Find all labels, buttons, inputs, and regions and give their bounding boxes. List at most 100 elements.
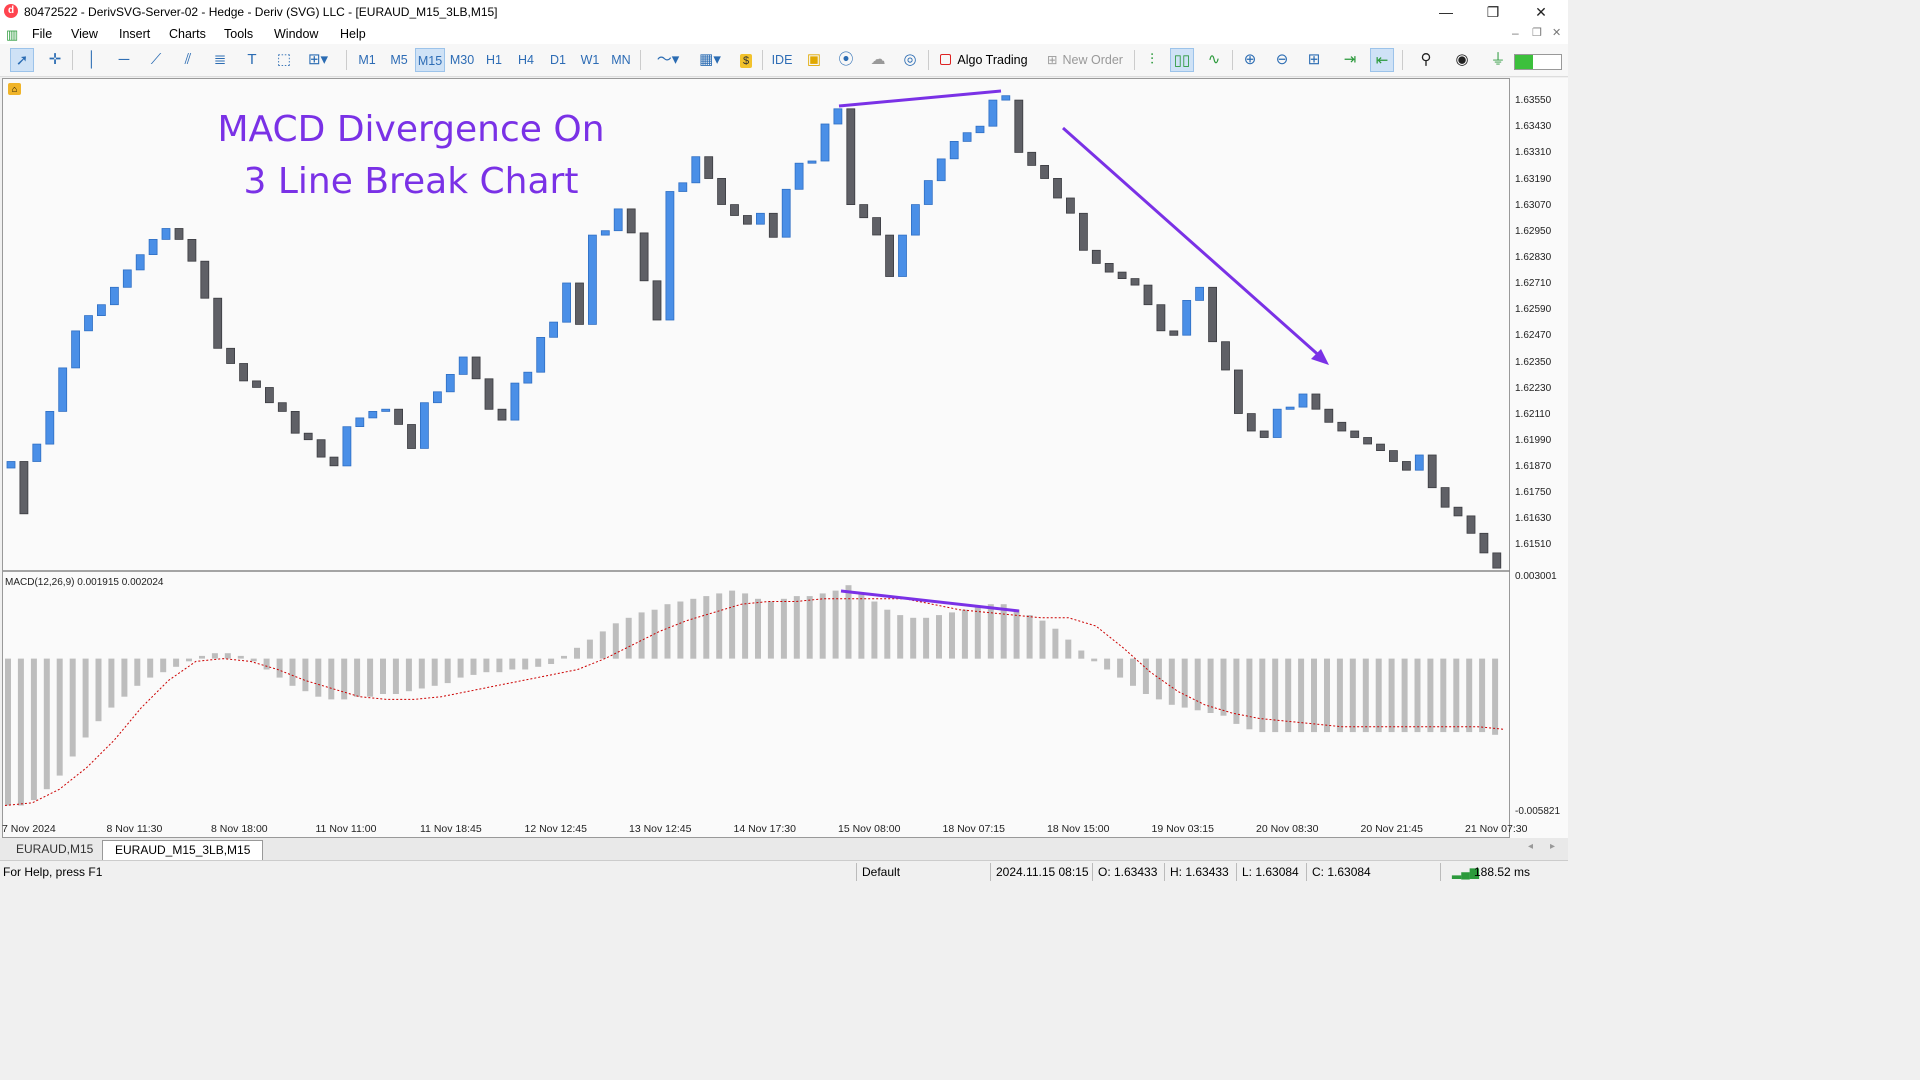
macd-histogram-bar xyxy=(1311,658,1317,733)
fibonacci-icon[interactable]: ≣ xyxy=(213,51,227,68)
macd-histogram-bar xyxy=(380,658,386,694)
macd-histogram-bar xyxy=(703,596,710,659)
minimize-button[interactable]: — xyxy=(1439,4,1453,20)
macd-histogram-bar xyxy=(1091,658,1098,662)
search-icon[interactable]: ⚲ xyxy=(1420,51,1432,68)
macd-histogram-bar xyxy=(1349,658,1356,733)
signals-icon[interactable]: ⦿ xyxy=(838,51,854,68)
tf-m15[interactable]: M15 xyxy=(415,48,445,72)
account-icon[interactable]: ◉ xyxy=(1455,51,1469,68)
indicators-icon[interactable]: 〜▾ xyxy=(656,51,680,68)
menu-tools[interactable]: Tools xyxy=(224,27,254,41)
tab-euraud-3lb-m15[interactable]: EURAUD_M15_3LB,M15 xyxy=(102,840,264,860)
macd-histogram-bar xyxy=(56,658,63,776)
up-brick xyxy=(936,158,946,182)
menu-view[interactable]: View xyxy=(71,27,98,41)
up-brick xyxy=(1001,95,1011,101)
macd-histogram-bar xyxy=(431,658,438,686)
tf-w1[interactable]: W1 xyxy=(580,53,600,67)
down-brick xyxy=(626,208,636,234)
down-brick xyxy=(1350,430,1360,438)
macd-histogram-bar xyxy=(1298,658,1305,733)
price-divergence-line[interactable] xyxy=(838,89,1002,108)
line-chart-icon[interactable]: ∿ xyxy=(1207,51,1221,68)
mdi-restore-icon[interactable]: ❐ xyxy=(1532,27,1542,39)
tab-euraud-m15[interactable]: EURAUD,M15 xyxy=(16,842,94,856)
down-brick xyxy=(1311,393,1321,410)
menu-help[interactable]: Help xyxy=(340,27,366,41)
chart-window[interactable]: MACD Divergence On 3 Line Break Chart MA… xyxy=(2,78,1511,839)
close-button[interactable]: ✕ xyxy=(1535,4,1547,20)
status-profile[interactable]: Default xyxy=(862,865,901,879)
autoscroll-icon[interactable]: ⇥ xyxy=(1343,51,1357,68)
tf-m5[interactable]: M5 xyxy=(390,53,408,67)
cloud-icon[interactable]: ☁ xyxy=(870,51,886,68)
zoom-out-icon[interactable]: ⊖ xyxy=(1275,51,1289,68)
macd-histogram-bar xyxy=(858,593,865,659)
down-brick xyxy=(1246,413,1256,432)
new-order-button[interactable]: ⊞ New Order xyxy=(1040,48,1130,72)
bar-chart-icon[interactable]: ⫶ xyxy=(1150,51,1154,68)
up-brick xyxy=(911,204,920,236)
macd-histogram-bar xyxy=(43,658,50,790)
mdi-close-icon[interactable]: ✕ xyxy=(1552,27,1562,39)
ping-bars-icon: ▂▄▆ xyxy=(1452,865,1479,879)
algo-trading-button[interactable]: Algo Trading xyxy=(936,48,1032,72)
expert-hat-icon[interactable]: ⌂ xyxy=(8,83,21,95)
macd-histogram-bar xyxy=(1375,658,1382,733)
menu-window[interactable]: Window xyxy=(274,27,319,41)
equidistant-channel-icon[interactable]: ⫽ xyxy=(184,51,192,68)
cursor-icon[interactable]: ➚ xyxy=(10,48,34,72)
new-order-icon: ⊞ xyxy=(1047,53,1058,67)
market-bag-icon[interactable]: ▣ xyxy=(806,51,822,68)
market-icon[interactable]: $ xyxy=(734,48,758,72)
ide-button[interactable]: IDE xyxy=(771,53,793,67)
macd-histogram-bar xyxy=(392,658,399,694)
tf-mn[interactable]: MN xyxy=(611,53,631,67)
macd-divergence-line[interactable] xyxy=(840,589,1020,613)
menu-file[interactable]: File xyxy=(32,27,53,41)
templates-icon[interactable]: ▦▾ xyxy=(699,51,721,68)
chart-menu-icon[interactable]: ▥ xyxy=(6,27,19,42)
trendline-icon[interactable]: ⟋ xyxy=(150,51,162,68)
macd-histogram-bar xyxy=(82,658,89,738)
down-brick xyxy=(1027,151,1037,166)
tile-windows-icon[interactable]: ⊞ xyxy=(1307,51,1321,68)
macd-histogram-bar xyxy=(1233,658,1240,724)
macd-histogram-bar xyxy=(780,598,787,659)
vertical-line-icon[interactable]: │ xyxy=(87,51,97,68)
algo-trading-label: Algo Trading xyxy=(957,53,1028,67)
price-tick-label: 1.62950 xyxy=(1515,225,1552,237)
price-tick-label: 1.63190 xyxy=(1515,173,1552,185)
chart-canvas[interactable]: MACD Divergence On 3 Line Break Chart MA… xyxy=(3,79,1511,839)
up-brick xyxy=(613,208,623,232)
up-brick xyxy=(445,373,455,393)
tf-m30[interactable]: M30 xyxy=(449,53,475,67)
macd-histogram-bar xyxy=(470,658,477,675)
candlestick-icon[interactable]: ▯▯ xyxy=(1170,48,1194,72)
price-scale[interactable]: 1.63550 1.63430 1.63310 1.63190 1.63070 1.629… xyxy=(1510,78,1568,838)
tf-d1[interactable]: D1 xyxy=(550,53,566,67)
zoom-in-icon[interactable]: ⊕ xyxy=(1243,51,1257,68)
status-datetime: 2024.11.15 08:15 xyxy=(996,865,1089,879)
text-icon[interactable]: T xyxy=(247,51,257,68)
tf-h4[interactable]: H4 xyxy=(518,53,534,67)
vps-icon[interactable]: ◎ xyxy=(903,51,917,68)
horizontal-line-icon[interactable]: ─ xyxy=(118,51,130,68)
tf-m1[interactable]: M1 xyxy=(358,53,376,67)
mdi-minimize-icon[interactable]: – xyxy=(1512,26,1519,40)
price-tick-label: 1.62350 xyxy=(1515,356,1552,368)
tf-h1[interactable]: H1 xyxy=(486,53,502,67)
downtrend-arrow[interactable] xyxy=(1062,126,1324,361)
menu-insert[interactable]: Insert xyxy=(119,27,151,41)
menu-charts[interactable]: Charts xyxy=(169,27,206,41)
objects-menu-icon[interactable]: ⊞▾ xyxy=(307,51,329,68)
restore-button[interactable]: ❐ xyxy=(1486,4,1500,20)
shapes-icon[interactable]: ⬚ xyxy=(276,51,292,68)
tab-scroll-left-icon[interactable]: ◂ xyxy=(1528,841,1534,852)
time-tick-label: 11 Nov 18:45 xyxy=(420,823,482,835)
tab-scroll-right-icon[interactable]: ▸ xyxy=(1550,841,1556,852)
chart-shift-icon[interactable]: ⇤ xyxy=(1370,48,1394,72)
macd-histogram-bar xyxy=(1479,658,1486,733)
crosshair-icon[interactable]: ✛ xyxy=(48,51,62,68)
